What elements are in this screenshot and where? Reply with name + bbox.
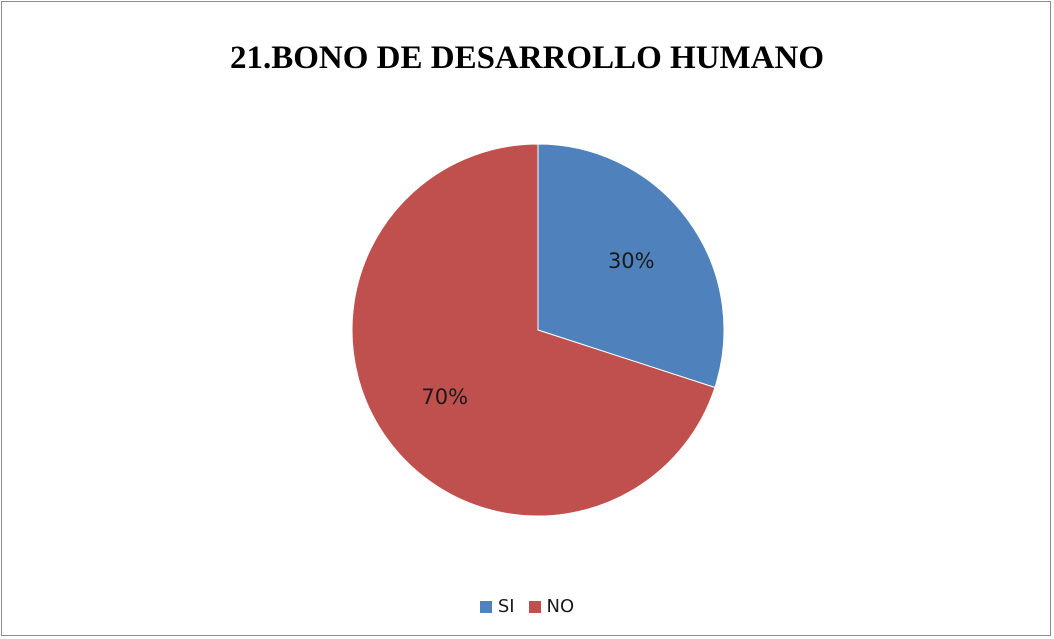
legend-item-no: NO	[528, 596, 575, 617]
data-label-no: 70%	[421, 385, 468, 409]
legend-swatch-no	[528, 600, 541, 613]
legend-swatch-si	[479, 600, 492, 613]
pie-slice-si	[537, 143, 725, 389]
data-label-si: 30%	[608, 249, 655, 273]
legend: SI NO	[2, 596, 1052, 617]
chart-title: 21.BONO DE DESARROLLO HUMANO	[229, 40, 825, 76]
legend-label-no: NO	[546, 596, 575, 617]
legend-label-si: SI	[497, 596, 515, 617]
legend-item-si: SI	[479, 596, 515, 617]
pie-slice-no	[351, 143, 716, 517]
